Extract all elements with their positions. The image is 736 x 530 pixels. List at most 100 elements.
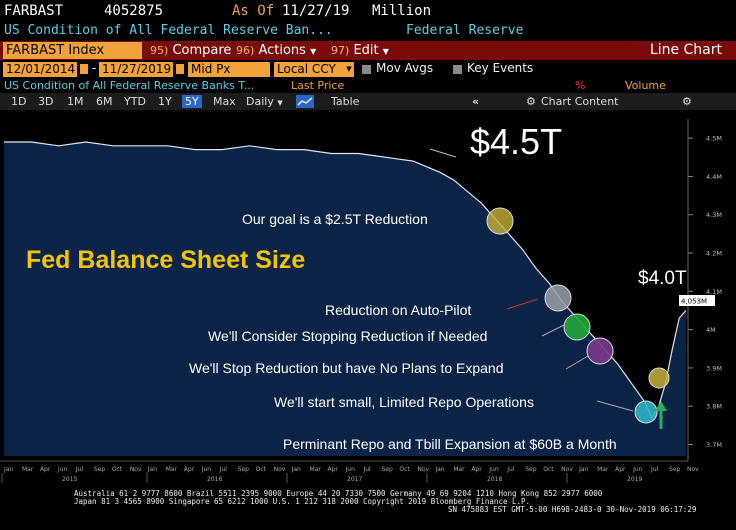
x-month-label: Mar — [453, 466, 465, 473]
chart-svg: 4.5M 4.4M 4.3M 4.2M 4.1M 4M 3.9M 3.8M 3.7M Jan Ma… — [0, 111, 736, 487]
compare-num: 95) — [150, 44, 169, 57]
mov-avgs-label: Mov Avgs — [376, 61, 434, 75]
x-axis: Jan Mar Apr Jun Jul Sep Oct Nov Jan Mar Apr Jun Jul S… — [0, 460, 699, 483]
chart-type-label[interactable]: Line Chart — [649, 42, 722, 58]
key-events-label: Key Events — [467, 61, 534, 75]
frequency-select[interactable]: Daily ▼ — [246, 95, 283, 108]
header-asof-label: As Of — [232, 3, 275, 19]
line-chart-icon[interactable] — [296, 95, 314, 108]
y-axis: 4.5M 4.4M 4.3M 4.2M 4.1M 4M 3.9M 3.8M 3.7M — [687, 119, 722, 461]
calendar-icon[interactable] — [175, 63, 185, 75]
x-month-label: Mar — [166, 466, 178, 473]
end-date-input[interactable]: 11/27/2019 — [99, 62, 173, 77]
x-month-label: Jan — [578, 466, 588, 473]
series-area — [4, 142, 686, 456]
footer-line-1: Australia 61 2 9777 8600 Brazil 5511 239… — [74, 489, 603, 498]
marker-circle-green — [563, 313, 591, 341]
period-bar: 1D 3D 1M 6M YTD 1Y 5Y Max Daily ▼ Table … — [0, 93, 736, 110]
actions-menu[interactable]: 96) Actions ▼ — [236, 42, 316, 59]
header-source: Federal Reserve — [406, 23, 524, 38]
x-month-label: Jul — [650, 466, 659, 473]
x-month-label: Nov — [417, 466, 429, 473]
annotation-4: We'll Stop Reduction but have No Plans t… — [189, 360, 504, 376]
x-year-label: 2019 — [627, 476, 642, 483]
x-month-label: Nov — [130, 466, 142, 473]
options-bar: 12/01/2014 - 11/27/2019 Mid Px Local CCY… — [0, 60, 736, 78]
period-1m[interactable]: 1M — [67, 95, 84, 108]
chevron-down-icon[interactable]: ▼ — [344, 62, 354, 77]
x-month-label: Jun — [345, 466, 356, 473]
x-month-label: Apr — [328, 466, 339, 473]
chevron-down-icon: ▼ — [277, 99, 283, 107]
annotation-5: We'll start small, Limited Repo Operatio… — [274, 394, 534, 410]
chart-title: Fed Balance Sheet Size — [26, 246, 305, 274]
mov-avgs-checkbox[interactable] — [362, 65, 371, 74]
x-month-label: Sep — [238, 466, 250, 473]
currency-select[interactable]: Local CCY — [274, 62, 344, 77]
period-6m[interactable]: 6M — [96, 95, 113, 108]
x-year-label: 2015 — [62, 476, 77, 483]
chevron-down-icon: ▼ — [310, 47, 317, 56]
footer: Australia 61 2 9777 8600 Brazil 5511 239… — [0, 487, 736, 530]
x-month-label: Apr — [471, 466, 482, 473]
x-month-label: Jan — [291, 466, 301, 473]
start-date-input[interactable]: 12/01/2014 — [3, 62, 77, 77]
edit-menu[interactable]: 97) Edit ▼ — [331, 42, 389, 59]
annotation-3: We'll Consider Stopping Reduction if Nee… — [208, 328, 487, 344]
x-month-label: Jan — [434, 466, 444, 473]
gear-icon[interactable]: ⚙ — [526, 95, 536, 108]
security-header: FARBAST 4052875 As Of 11/27/19 Million — [0, 0, 736, 22]
x-month-label: Mar — [22, 466, 34, 473]
period-5y[interactable]: 5Y — [182, 95, 202, 108]
frequency-label: Daily — [246, 95, 274, 108]
period-max[interactable]: Max — [213, 95, 236, 108]
x-month-label: Apr — [184, 466, 195, 473]
x-month-label: Oct — [399, 466, 410, 473]
annotation-2: Reduction on Auto-Pilot — [325, 302, 471, 318]
annotation-1: Our goal is a $2.5T Reduction — [242, 211, 428, 227]
chart-area[interactable]: 4.5M 4.4M 4.3M 4.2M 4.1M 4M 3.9M 3.8M 3.7M Jan Ma… — [0, 111, 736, 487]
security-subheader: US Condition of All Federal Reserve Ban.… — [0, 22, 736, 40]
header-asof-date: 11/27/19 — [282, 3, 350, 19]
command-bar: FARBAST Index 95) Compare 96) Actions ▼ … — [0, 41, 736, 60]
actions-label: Actions — [258, 43, 306, 58]
compare-button[interactable]: 95) Compare — [150, 42, 231, 59]
price-field-select[interactable]: Mid Px — [188, 62, 270, 77]
chart-content-button[interactable]: Chart Content — [541, 95, 619, 108]
x-month-label: Oct — [256, 466, 267, 473]
x-month-label: Jun — [57, 466, 68, 473]
settings-icon[interactable]: ⚙ — [682, 95, 692, 108]
security-input[interactable]: FARBAST Index — [3, 42, 142, 59]
x-month-label: Apr — [615, 466, 626, 473]
marker-circle-purple — [586, 337, 614, 365]
table-button[interactable]: Table — [331, 95, 360, 108]
legend-last-price: Last Price — [291, 79, 345, 92]
marker-circle-gray — [544, 284, 572, 312]
footer-line-2: Japan 81 3 4565 8900 Singapore 65 6212 1… — [74, 497, 531, 506]
x-month-label: Sep — [381, 466, 393, 473]
x-month-label: Jun — [488, 466, 499, 473]
compare-label: Compare — [172, 43, 232, 58]
last-value-label: 4,053M — [681, 298, 707, 306]
y-tick-label: 4.1M — [706, 288, 722, 296]
header-unit: Million — [372, 3, 432, 19]
y-tick-label: 3.8M — [706, 403, 722, 411]
key-events-checkbox[interactable] — [453, 65, 462, 74]
y-tick-label: 4M — [706, 326, 716, 334]
edit-num: 97) — [331, 44, 350, 57]
x-month-label: Jun — [632, 466, 643, 473]
x-month-label: Jan — [3, 466, 13, 473]
annotation-arrows — [429, 148, 634, 412]
period-1d[interactable]: 1D — [11, 95, 27, 108]
period-ytd[interactable]: YTD — [124, 95, 146, 108]
calendar-icon[interactable] — [79, 63, 89, 75]
x-month-label: Nov — [687, 466, 699, 473]
period-3d[interactable]: 3D — [38, 95, 54, 108]
header-value: 4052875 — [104, 3, 164, 19]
x-month-label: Nov — [561, 466, 573, 473]
x-month-label: Jul — [219, 466, 228, 473]
x-month-label: Jul — [362, 466, 371, 473]
period-1y[interactable]: 1Y — [158, 95, 172, 108]
collapse-icon[interactable]: « — [472, 95, 480, 108]
x-month-label: Jul — [75, 466, 84, 473]
